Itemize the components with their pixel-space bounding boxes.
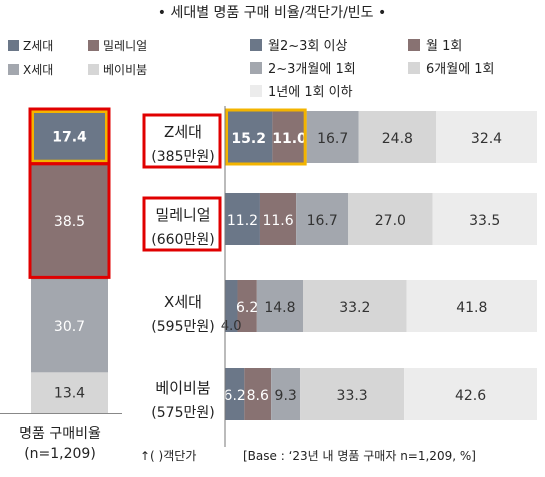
legend-swatch-2-3개월에-1회 bbox=[250, 62, 262, 74]
freq-label-X세대-2-3개월에-1회: 14.8 bbox=[264, 300, 295, 316]
freq-bar-X세대-6개월에-1회 bbox=[303, 280, 407, 332]
category-spend-X세대: (595만원) bbox=[151, 319, 214, 335]
legend-label-Z세대: Z세대 bbox=[23, 39, 53, 53]
freq-label-X세대-1년에-1회-이하: 41.8 bbox=[456, 300, 487, 316]
freq-label-Z세대-1년에-1회-이하: 32.4 bbox=[471, 131, 502, 147]
freq-label-밀레니얼-2-3개월에-1회: 16.7 bbox=[307, 213, 338, 229]
freq-bar-밀레니얼-2-3개월에-1회 bbox=[296, 193, 349, 245]
legend-swatch-베이비붐 bbox=[88, 64, 99, 75]
share-axis-label: 명품 구매비율 bbox=[19, 426, 101, 442]
legend-swatch-X세대 bbox=[8, 64, 19, 75]
share-sample-size: (n=1,209) bbox=[24, 446, 96, 462]
legend-label-1년에-1회-이하: 1년에 1회 이하 bbox=[268, 85, 353, 100]
freq-bar-X세대-2-3개월에-1회 bbox=[256, 280, 303, 332]
legend-swatch-월2-3회-이상 bbox=[250, 39, 262, 51]
share-highlight-millennial-red bbox=[28, 162, 111, 279]
freq-bar-Z세대-1년에-1회-이하 bbox=[436, 111, 537, 163]
share-label-X세대: 30.7 bbox=[54, 319, 85, 335]
legend-frequency: 월2~3회 이상 월 1회 2~3개월에 1회 6개월에 1회 1년에 1회 이하 bbox=[250, 39, 495, 100]
freq-label-베이비붐-월2-3회-이상: 6.2 bbox=[224, 388, 246, 404]
share-bar-X세대 bbox=[31, 279, 108, 373]
freq-label-X세대-월2-3회-이상: 4.0 bbox=[221, 319, 242, 334]
share-bar-베이비붐 bbox=[31, 372, 108, 413]
legend-swatch-6개월에-1회 bbox=[408, 62, 420, 74]
category-name-X세대: X세대 bbox=[164, 293, 202, 311]
category-name-Z세대: Z세대 bbox=[164, 123, 202, 141]
freq-label-밀레니얼-월-1회: 11.6 bbox=[262, 213, 293, 229]
freq-highlight-box bbox=[225, 108, 307, 166]
freq-label-X세대-6개월에-1회: 33.2 bbox=[339, 300, 370, 316]
freq-label-밀레니얼-1년에-1회-이하: 33.5 bbox=[469, 213, 500, 229]
category-spend-밀레니얼: (660만원) bbox=[151, 232, 214, 248]
legend-label-6개월에-1회: 6개월에 1회 bbox=[426, 62, 495, 77]
category-spend-베이비붐: (575만원) bbox=[151, 405, 214, 421]
freq-bar-Z세대-월2-3회-이상 bbox=[225, 111, 273, 163]
legend-label-2-3개월에-1회: 2~3개월에 1회 bbox=[268, 62, 356, 77]
freq-bar-베이비붐-월2-3회-이상 bbox=[225, 368, 245, 420]
legend-swatch-월-1회 bbox=[408, 39, 420, 51]
legend-swatch-1년에-1회-이하 bbox=[250, 85, 262, 97]
chart-title: • 세대별 명품 구매 비율/객단가/빈도 • bbox=[158, 5, 387, 21]
freq-label-베이비붐-2-3개월에-1회: 9.3 bbox=[275, 388, 297, 404]
freq-bar-밀레니얼-월-1회 bbox=[259, 193, 297, 245]
share-stacked-bar: 17.4 38.5 30.7 13.4 bbox=[0, 107, 122, 414]
legend-label-밀레니얼: 밀레니얼 bbox=[103, 39, 147, 53]
freq-label-밀레니얼-월2-3회-이상: 11.2 bbox=[227, 213, 258, 229]
share-bar-밀레니얼 bbox=[31, 162, 108, 280]
share-label-밀레니얼: 38.5 bbox=[54, 214, 85, 230]
freq-label-베이비붐-월-1회: 8.6 bbox=[247, 388, 269, 404]
freq-bar-X세대-월2-3회-이상 bbox=[225, 280, 238, 332]
freq-bar-밀레니얼-월2-3회-이상 bbox=[225, 193, 260, 245]
category-highlight-Z세대 bbox=[142, 113, 222, 169]
category-name-밀레니얼: 밀레니얼 bbox=[155, 206, 210, 224]
freq-bar-X세대-월-1회 bbox=[237, 280, 257, 332]
freq-bar-X세대-1년에-1회-이하 bbox=[406, 280, 537, 332]
freq-bar-베이비붐-2-3개월에-1회 bbox=[271, 368, 301, 420]
freq-label-베이비붐-1년에-1회-이하: 42.6 bbox=[455, 388, 486, 404]
base-footnote: [Base : ‘23년 내 명품 구매자 n=1,209, %] bbox=[243, 449, 476, 463]
freq-label-X세대-월-1회: 6.2 bbox=[236, 300, 258, 316]
freq-bar-Z세대-2-3개월에-1회 bbox=[306, 111, 359, 163]
freq-label-밀레니얼-6개월에-1회: 27.0 bbox=[375, 213, 406, 229]
freq-label-Z세대-6개월에-1회: 24.8 bbox=[382, 131, 413, 147]
freq-bar-베이비붐-1년에-1회-이하 bbox=[404, 368, 537, 420]
share-bar-Z세대 bbox=[31, 110, 108, 163]
legend-share: Z세대 밀레니얼 X세대 베이비붐 bbox=[8, 39, 147, 77]
freq-bar-Z세대-월-1회 bbox=[272, 111, 307, 163]
share-highlight-z-yellow bbox=[31, 110, 108, 163]
spend-footnote: ↑( )객단가 bbox=[140, 449, 196, 463]
freq-bar-밀레니얼-6개월에-1회 bbox=[348, 193, 433, 245]
legend-swatch-Z세대 bbox=[8, 40, 19, 51]
category-highlight-밀레니얼 bbox=[142, 196, 222, 252]
legend-label-월-1회: 월 1회 bbox=[426, 39, 462, 54]
freq-bar-Z세대-6개월에-1회 bbox=[358, 111, 437, 163]
freq-label-베이비붐-6개월에-1회: 33.3 bbox=[337, 388, 368, 404]
legend-label-X세대: X세대 bbox=[23, 63, 53, 77]
category-name-베이비붐: 베이비붐 bbox=[155, 379, 210, 397]
freq-bar-베이비붐-월-1회 bbox=[244, 368, 272, 420]
freq-label-Z세대-월2-3회-이상: 15.2 bbox=[231, 131, 266, 147]
freq-bar-밀레니얼-1년에-1회-이하 bbox=[432, 193, 537, 245]
freq-label-Z세대-월-1회: 11.0 bbox=[272, 131, 307, 147]
freq-bar-베이비붐-6개월에-1회 bbox=[300, 368, 405, 420]
frequency-stacked-bars: 15.2 11.0 16.7 24.8 32.4 Z세대 (385만원) 11.2 11.6 16… bbox=[142, 108, 537, 421]
legend-label-베이비붐: 베이비붐 bbox=[103, 63, 147, 77]
freq-label-Z세대-2-3개월에-1회: 16.7 bbox=[317, 131, 348, 147]
share-label-베이비붐: 13.4 bbox=[54, 386, 85, 402]
legend-label-월2-3회-이상: 월2~3회 이상 bbox=[268, 39, 347, 54]
share-label-Z세대: 17.4 bbox=[52, 129, 87, 145]
category-spend-Z세대: (385만원) bbox=[151, 149, 214, 165]
legend-swatch-밀레니얼 bbox=[88, 40, 99, 51]
